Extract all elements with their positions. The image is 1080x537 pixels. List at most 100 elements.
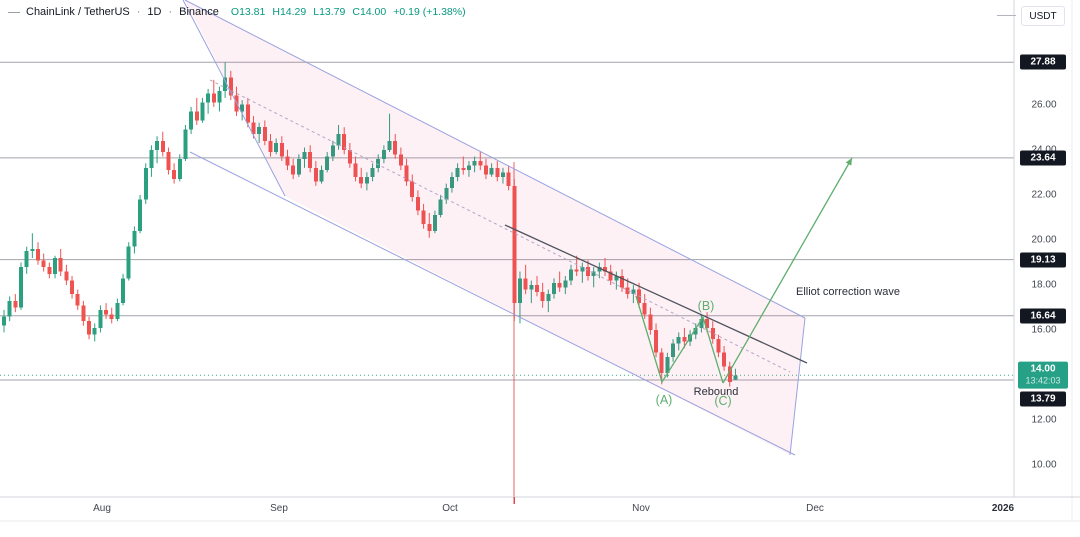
- elliott-wave-label-a[interactable]: (A): [655, 393, 673, 407]
- candle-body: [427, 224, 432, 231]
- candle-body: [671, 343, 676, 358]
- candle-body: [274, 143, 279, 153]
- candle-body: [155, 140, 160, 150]
- candle-body: [705, 318, 710, 328]
- price-tick: 26.00: [1031, 99, 1057, 111]
- candle-body: [393, 140, 398, 155]
- candle-body: [620, 276, 625, 288]
- price-tick: 10.00: [1031, 459, 1057, 471]
- candle-body: [659, 352, 664, 374]
- ohlc-close: C14.00: [352, 6, 387, 18]
- candle-body: [404, 165, 409, 182]
- candle-body: [172, 170, 177, 180]
- time-label-sep: Sep: [270, 503, 288, 514]
- candle-body: [472, 161, 477, 166]
- candle-body: [398, 154, 403, 166]
- candle-body: [268, 140, 273, 153]
- candle-body: [58, 258, 63, 272]
- candle-body: [534, 285, 539, 292]
- candle-body: [495, 167, 500, 177]
- candle-body: [347, 149, 352, 164]
- candle-body: [70, 280, 75, 295]
- candle-body: [359, 176, 364, 184]
- candle-body: [200, 102, 205, 121]
- timeframe-button[interactable]: 1D: [147, 6, 162, 18]
- candle-body: [642, 303, 647, 315]
- price-level-badge: 19.13: [1020, 252, 1066, 268]
- candle-body: [546, 294, 551, 301]
- candle-body: [257, 127, 262, 134]
- candle-body: [710, 327, 715, 340]
- candle-body: [336, 133, 341, 146]
- projection-arrowhead: [845, 158, 852, 166]
- candle-body: [166, 152, 171, 171]
- candle-body: [87, 321, 92, 335]
- candle-body: [614, 276, 619, 281]
- candle-body: [506, 172, 511, 186]
- candle-body: [30, 248, 35, 252]
- channel-right-line[interactable]: [789, 317, 806, 456]
- candle-body: [19, 267, 24, 308]
- ohlc-readout: O13.81 H14.29 L13.79 C14.00 +0.19 (+1.38…: [231, 6, 466, 18]
- candle-body: [262, 127, 267, 141]
- candle-body: [223, 77, 228, 92]
- candle-body: [342, 133, 347, 150]
- symbol-title[interactable]: ChainLink / TetherUS: [26, 6, 130, 18]
- candle-body: [47, 267, 52, 274]
- channel-lower-line[interactable]: [189, 151, 796, 456]
- candle-body: [370, 167, 375, 177]
- candle-body: [727, 366, 732, 383]
- candle-body: [648, 314, 653, 331]
- candle-body: [500, 172, 505, 177]
- candle-body: [699, 318, 704, 328]
- candle-body: [206, 93, 211, 103]
- elliott-wave-label-b[interactable]: (B): [697, 299, 715, 313]
- candle-body: [24, 251, 29, 268]
- currency-unit-button[interactable]: USDT: [1021, 6, 1065, 26]
- elliott-wave-label-c[interactable]: (C): [714, 394, 732, 408]
- candle-body: [115, 303, 120, 319]
- candle-body: [302, 152, 307, 159]
- price-tick: 20.00: [1031, 234, 1057, 246]
- resistance-trendline[interactable]: [504, 224, 808, 364]
- candle-body: [478, 161, 483, 166]
- candle-body: [143, 167, 148, 200]
- candle-body: [693, 327, 698, 335]
- elliott-zigzag-line[interactable]: [635, 295, 724, 384]
- ohlc-high: H14.29: [272, 6, 307, 18]
- candle-body: [438, 199, 443, 216]
- candle-body: [81, 305, 86, 322]
- price-tick: 18.00: [1031, 279, 1057, 291]
- channel-upper-line[interactable]: [184, 0, 806, 319]
- candle-body: [183, 129, 188, 159]
- candle-body: [631, 289, 636, 295]
- candle-body: [483, 165, 488, 175]
- candle-body: [279, 143, 284, 157]
- annotation-label-elliot[interactable]: Elliot correction wave: [796, 286, 900, 298]
- event-line-axis-tick: [513, 497, 515, 504]
- channel-midline[interactable]: [209, 79, 791, 373]
- candle-body: [364, 176, 369, 184]
- ohlc-low: L13.79: [313, 6, 346, 18]
- annotation-label-rebound[interactable]: Rebound: [693, 386, 739, 398]
- candle-body: [126, 246, 131, 279]
- candle-body: [245, 104, 250, 123]
- candle-body: [665, 357, 670, 374]
- exchange-label[interactable]: Binance: [179, 6, 219, 18]
- channel-left-line[interactable]: [182, 0, 286, 197]
- price-tick: 16.00: [1031, 324, 1057, 336]
- candle-body: [296, 158, 301, 175]
- candle-body: [7, 300, 12, 317]
- candle-body: [410, 181, 415, 198]
- price-tick: 22.00: [1031, 189, 1057, 201]
- candle-body: [381, 149, 386, 159]
- projection-arrow-line[interactable]: [722, 157, 853, 384]
- separator-dot: ·: [168, 6, 173, 18]
- candle-body: [551, 282, 556, 295]
- symbol-header: ChainLink / TetherUS · 1D · Binance O13.…: [8, 6, 466, 18]
- candle-body: [36, 248, 41, 261]
- candle-body: [654, 330, 659, 353]
- price-tick: 24.00: [1020, 144, 1068, 155]
